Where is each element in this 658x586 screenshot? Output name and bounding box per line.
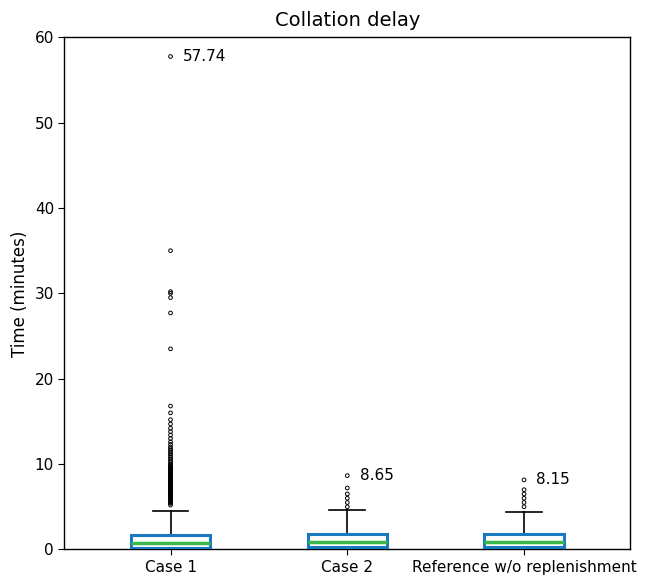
Point	[165, 344, 176, 353]
Point	[165, 468, 176, 478]
Point	[165, 52, 176, 61]
Text: 57.74: 57.74	[183, 49, 226, 64]
Point	[165, 442, 176, 452]
Point	[165, 495, 176, 505]
Point	[165, 474, 176, 483]
Point	[519, 489, 529, 499]
Point	[165, 500, 176, 510]
Point	[165, 497, 176, 506]
Point	[165, 473, 176, 482]
Point	[165, 471, 176, 480]
Point	[165, 487, 176, 496]
Text: 8.15: 8.15	[536, 472, 570, 488]
Point	[165, 469, 176, 478]
Point	[165, 480, 176, 489]
Point	[165, 437, 176, 447]
Point	[519, 493, 529, 503]
Point	[342, 471, 353, 481]
Point	[519, 485, 529, 495]
Bar	[484, 534, 564, 547]
Point	[165, 484, 176, 493]
Point	[165, 493, 176, 502]
Point	[165, 476, 176, 485]
Point	[342, 493, 353, 503]
Point	[165, 493, 176, 503]
Point	[165, 459, 176, 469]
Point	[165, 427, 176, 437]
Point	[165, 486, 176, 495]
Point	[165, 492, 176, 501]
Point	[165, 481, 176, 490]
Point	[165, 440, 176, 449]
Point	[165, 478, 176, 487]
Point	[165, 463, 176, 472]
Point	[165, 460, 176, 469]
Point	[165, 482, 176, 492]
Point	[165, 479, 176, 488]
Point	[165, 471, 176, 481]
Point	[165, 424, 176, 433]
Point	[165, 489, 176, 498]
Point	[165, 287, 176, 297]
Point	[165, 465, 176, 474]
Point	[165, 458, 176, 467]
Point	[165, 485, 176, 495]
Point	[165, 408, 176, 418]
Title: Collation delay: Collation delay	[274, 11, 420, 30]
Point	[165, 465, 176, 475]
Point	[165, 289, 176, 298]
Point	[165, 475, 176, 484]
Point	[165, 498, 176, 507]
Y-axis label: Time (minutes): Time (minutes)	[11, 230, 29, 356]
Text: 8.65: 8.65	[360, 468, 393, 483]
Point	[165, 461, 176, 471]
Point	[165, 415, 176, 424]
Point	[165, 454, 176, 464]
Point	[165, 467, 176, 476]
Point	[165, 495, 176, 504]
Point	[165, 483, 176, 493]
Point	[519, 498, 529, 507]
Point	[165, 444, 176, 454]
Point	[519, 502, 529, 512]
Point	[342, 498, 353, 507]
Point	[165, 499, 176, 508]
Point	[165, 434, 176, 443]
Point	[165, 446, 176, 455]
Point	[165, 476, 176, 486]
Point	[165, 488, 176, 497]
Point	[165, 491, 176, 500]
Point	[342, 489, 353, 499]
Point	[165, 490, 176, 499]
Point	[165, 430, 176, 440]
Point	[165, 293, 176, 302]
Point	[165, 464, 176, 473]
Point	[165, 308, 176, 318]
Point	[342, 483, 353, 493]
Point	[165, 462, 176, 471]
Point	[165, 451, 176, 460]
Point	[165, 466, 176, 476]
Point	[165, 452, 176, 462]
Point	[165, 449, 176, 458]
Point	[165, 482, 176, 491]
Point	[165, 456, 176, 465]
Point	[165, 246, 176, 255]
Point	[165, 478, 176, 488]
Point	[165, 448, 176, 457]
Point	[165, 401, 176, 411]
Point	[165, 419, 176, 428]
Bar	[307, 534, 387, 547]
Point	[165, 489, 176, 499]
Point	[165, 472, 176, 482]
Point	[165, 469, 176, 479]
Point	[519, 475, 529, 485]
Bar	[131, 535, 211, 548]
Point	[165, 496, 176, 506]
Point	[342, 502, 353, 512]
